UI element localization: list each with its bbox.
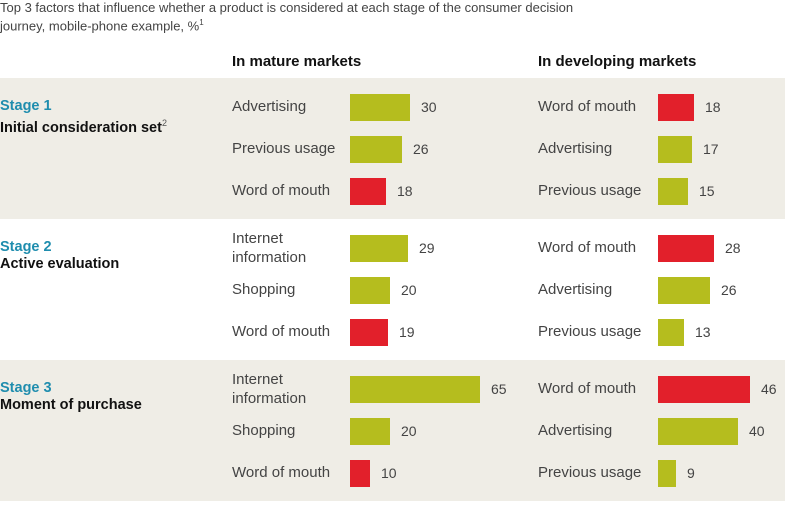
bar	[658, 418, 738, 445]
data-label: 10	[381, 465, 397, 481]
data-label: 20	[401, 282, 417, 298]
data-label: 29	[419, 240, 435, 256]
data-label: 15	[699, 183, 715, 199]
data-label: 26	[721, 282, 737, 298]
stage-name: Active evaluation	[0, 256, 120, 272]
factor-label: Previous usage	[232, 140, 336, 157]
factor-label: Previous usage	[538, 323, 642, 340]
bar	[658, 319, 684, 346]
bar	[658, 235, 714, 262]
factor-label: Advertising	[538, 140, 613, 157]
column-header-mature: In mature markets	[232, 53, 362, 70]
data-label: 19	[399, 324, 415, 340]
column-header-developing: In developing markets	[538, 53, 697, 70]
stage-number: Stage 3	[0, 380, 52, 396]
bar	[658, 136, 692, 163]
stage-name: Moment of purchase	[0, 397, 142, 413]
chart-subtitle: Top 3 factors that influence whether a p…	[0, 0, 620, 33]
factor-label: Internet information	[232, 230, 307, 266]
bar	[658, 178, 688, 205]
bar	[350, 94, 410, 121]
stage-label: Stage 2 Active evaluation	[0, 239, 119, 273]
data-label: 13	[695, 324, 711, 340]
bar	[350, 376, 480, 403]
bar	[350, 418, 390, 445]
bar	[658, 277, 710, 304]
data-label: 26	[413, 141, 429, 157]
bar	[350, 319, 388, 346]
factor-label: Word of mouth	[232, 464, 331, 481]
stage-label: Stage 1 Initial consideration set2	[0, 98, 167, 137]
stage-footnote: 2	[161, 118, 167, 128]
bar	[658, 460, 676, 487]
bar	[350, 136, 402, 163]
factor-label: Shopping	[232, 281, 296, 298]
data-label: 65	[491, 381, 507, 397]
factor-label: Word of mouth	[538, 380, 637, 397]
factor-label: Previous usage	[538, 182, 642, 199]
factor-label: Internet information	[232, 371, 307, 407]
factor-label: Word of mouth	[538, 98, 637, 115]
data-label: 18	[397, 183, 413, 199]
bar	[658, 376, 750, 403]
factor-label: Advertising	[538, 422, 613, 439]
subtitle-footnote: 1	[199, 18, 204, 27]
factor-label: Word of mouth	[232, 182, 331, 199]
data-label: 28	[725, 240, 741, 256]
data-label: 46	[761, 381, 777, 397]
bar	[350, 460, 370, 487]
data-label: 40	[749, 423, 765, 439]
data-label: 30	[421, 99, 437, 115]
data-label: 18	[705, 99, 721, 115]
factor-label: Word of mouth	[232, 323, 331, 340]
data-label: 9	[687, 465, 695, 481]
data-label: 17	[703, 141, 719, 157]
stage-label: Stage 3 Moment of purchase	[0, 380, 142, 414]
chart-subtitle-text: Top 3 factors that influence whether a p…	[0, 0, 574, 34]
factor-label: Word of mouth	[538, 239, 637, 256]
data-label: 20	[401, 423, 417, 439]
factor-label: Shopping	[232, 422, 296, 439]
stage-number: Stage 2	[0, 239, 52, 255]
bar	[350, 277, 390, 304]
stage-number: Stage 1	[0, 98, 52, 114]
factor-label: Previous usage	[538, 464, 642, 481]
stage-name: Initial consideration set2	[0, 118, 167, 136]
bar	[658, 94, 694, 121]
bar	[350, 235, 408, 262]
bar	[350, 178, 386, 205]
factor-label: Advertising	[538, 281, 613, 298]
factor-label: Advertising	[232, 98, 307, 115]
